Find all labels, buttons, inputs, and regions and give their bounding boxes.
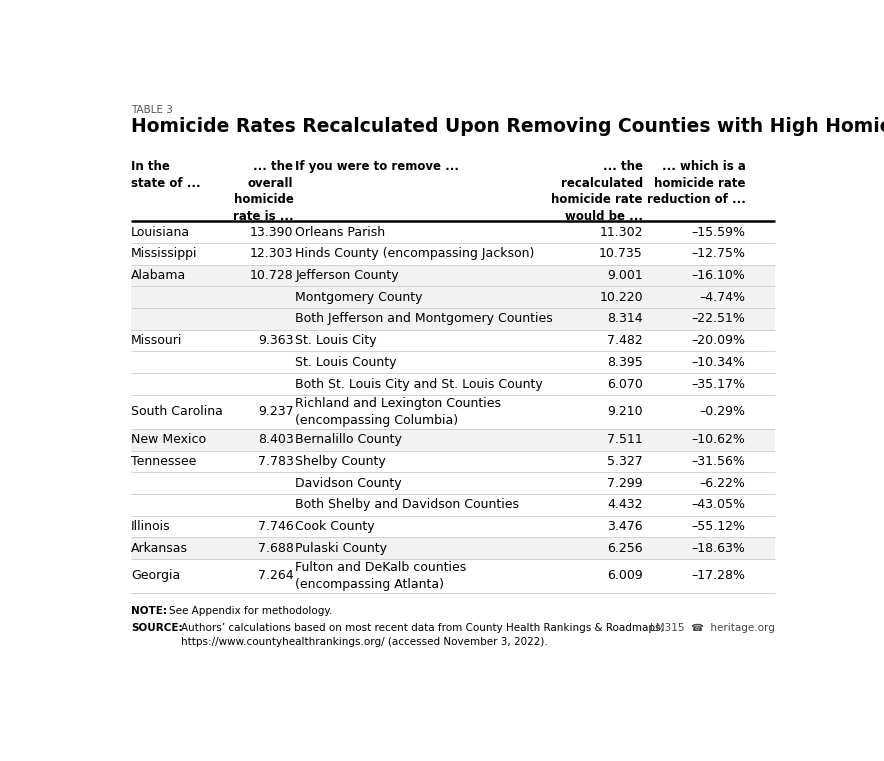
Text: See Appendix for methodology.: See Appendix for methodology. <box>170 606 332 616</box>
Text: –22.51%: –22.51% <box>691 313 745 326</box>
Text: –43.05%: –43.05% <box>691 498 745 511</box>
Text: 5.327: 5.327 <box>607 455 643 468</box>
Text: Homicide Rates Recalculated Upon Removing Counties with High Homicide Rates: Homicide Rates Recalculated Upon Removin… <box>131 116 884 135</box>
Text: 6.256: 6.256 <box>607 542 643 555</box>
Text: 9.210: 9.210 <box>607 406 643 419</box>
Text: Cook County: Cook County <box>295 520 375 533</box>
Text: Richland and Lexington Counties
(encompassing Columbia): Richland and Lexington Counties (encompa… <box>295 397 501 427</box>
Bar <box>131 308 775 330</box>
Text: Alabama: Alabama <box>131 269 187 282</box>
Text: Davidson County: Davidson County <box>295 476 402 489</box>
Text: –16.10%: –16.10% <box>691 269 745 282</box>
Text: –20.09%: –20.09% <box>691 334 745 347</box>
Text: New Mexico: New Mexico <box>131 433 206 446</box>
Text: Both Jefferson and Montgomery Counties: Both Jefferson and Montgomery Counties <box>295 313 553 326</box>
Text: –6.22%: –6.22% <box>700 476 745 489</box>
Text: Pulaski County: Pulaski County <box>295 542 387 555</box>
Text: Montgomery County: Montgomery County <box>295 291 423 304</box>
Text: ... which is a
homicide rate
reduction of ...: ... which is a homicide rate reduction o… <box>647 161 745 206</box>
Text: NOTE:: NOTE: <box>131 606 167 616</box>
Text: 7.783: 7.783 <box>257 455 293 468</box>
Text: Fulton and DeKalb counties
(encompassing Atlanta): Fulton and DeKalb counties (encompassing… <box>295 562 467 591</box>
Text: 7.511: 7.511 <box>607 433 643 446</box>
Text: Georgia: Georgia <box>131 569 180 582</box>
Text: 11.302: 11.302 <box>599 226 643 239</box>
Text: LM315  ☎  heritage.org: LM315 ☎ heritage.org <box>650 623 775 633</box>
Bar <box>131 537 775 559</box>
Bar <box>131 429 775 451</box>
Text: 13.390: 13.390 <box>250 226 293 239</box>
Text: Both St. Louis City and St. Louis County: Both St. Louis City and St. Louis County <box>295 377 544 390</box>
Text: –35.17%: –35.17% <box>691 377 745 390</box>
Text: –15.59%: –15.59% <box>691 226 745 239</box>
Text: 8.403: 8.403 <box>257 433 293 446</box>
Text: Mississippi: Mississippi <box>131 247 197 260</box>
Text: 8.314: 8.314 <box>607 313 643 326</box>
Text: –17.28%: –17.28% <box>691 569 745 582</box>
Text: Both Shelby and Davidson Counties: Both Shelby and Davidson Counties <box>295 498 520 511</box>
Text: St. Louis County: St. Louis County <box>295 356 397 369</box>
Text: 4.432: 4.432 <box>607 498 643 511</box>
Text: Jefferson County: Jefferson County <box>295 269 399 282</box>
Text: 3.476: 3.476 <box>607 520 643 533</box>
Text: St. Louis City: St. Louis City <box>295 334 377 347</box>
Text: 9.237: 9.237 <box>258 406 293 419</box>
Text: 7.746: 7.746 <box>257 520 293 533</box>
Text: Orleans Parish: Orleans Parish <box>295 226 385 239</box>
Text: 7.482: 7.482 <box>607 334 643 347</box>
Text: Shelby County: Shelby County <box>295 455 386 468</box>
Text: Authors’ calculations based on most recent data from County Health Rankings & Ro: Authors’ calculations based on most rece… <box>181 623 664 647</box>
Text: 7.264: 7.264 <box>258 569 293 582</box>
Text: 9.363: 9.363 <box>258 334 293 347</box>
Text: In the
state of ...: In the state of ... <box>131 161 201 190</box>
Text: 6.009: 6.009 <box>607 569 643 582</box>
Bar <box>131 286 775 308</box>
Text: 10.220: 10.220 <box>599 291 643 304</box>
Text: Tennessee: Tennessee <box>131 455 196 468</box>
Text: –55.12%: –55.12% <box>691 520 745 533</box>
Text: Illinois: Illinois <box>131 520 171 533</box>
Text: –4.74%: –4.74% <box>699 291 745 304</box>
Text: –10.62%: –10.62% <box>691 433 745 446</box>
Text: Arkansas: Arkansas <box>131 542 188 555</box>
Text: 8.395: 8.395 <box>607 356 643 369</box>
Text: Louisiana: Louisiana <box>131 226 190 239</box>
Text: 10.735: 10.735 <box>599 247 643 260</box>
Text: 10.728: 10.728 <box>249 269 293 282</box>
Text: Hinds County (encompassing Jackson): Hinds County (encompassing Jackson) <box>295 247 535 260</box>
Text: ... the
recalculated
homicide rate
would be ...: ... the recalculated homicide rate would… <box>552 161 643 223</box>
Text: –18.63%: –18.63% <box>691 542 745 555</box>
Text: Bernalillo County: Bernalillo County <box>295 433 402 446</box>
Text: TABLE 3: TABLE 3 <box>131 105 173 115</box>
Text: –12.75%: –12.75% <box>691 247 745 260</box>
Text: 12.303: 12.303 <box>250 247 293 260</box>
Text: SOURCE:: SOURCE: <box>131 623 183 633</box>
Text: 7.688: 7.688 <box>257 542 293 555</box>
Bar <box>131 265 775 286</box>
Text: 7.299: 7.299 <box>607 476 643 489</box>
Text: If you were to remove ...: If you were to remove ... <box>295 161 460 174</box>
Text: Missouri: Missouri <box>131 334 182 347</box>
Text: 6.070: 6.070 <box>607 377 643 390</box>
Text: ... the
overall
homicide
rate is ...: ... the overall homicide rate is ... <box>232 161 293 223</box>
Text: South Carolina: South Carolina <box>131 406 223 419</box>
Text: 9.001: 9.001 <box>607 269 643 282</box>
Text: –31.56%: –31.56% <box>691 455 745 468</box>
Text: –10.34%: –10.34% <box>691 356 745 369</box>
Text: –0.29%: –0.29% <box>699 406 745 419</box>
